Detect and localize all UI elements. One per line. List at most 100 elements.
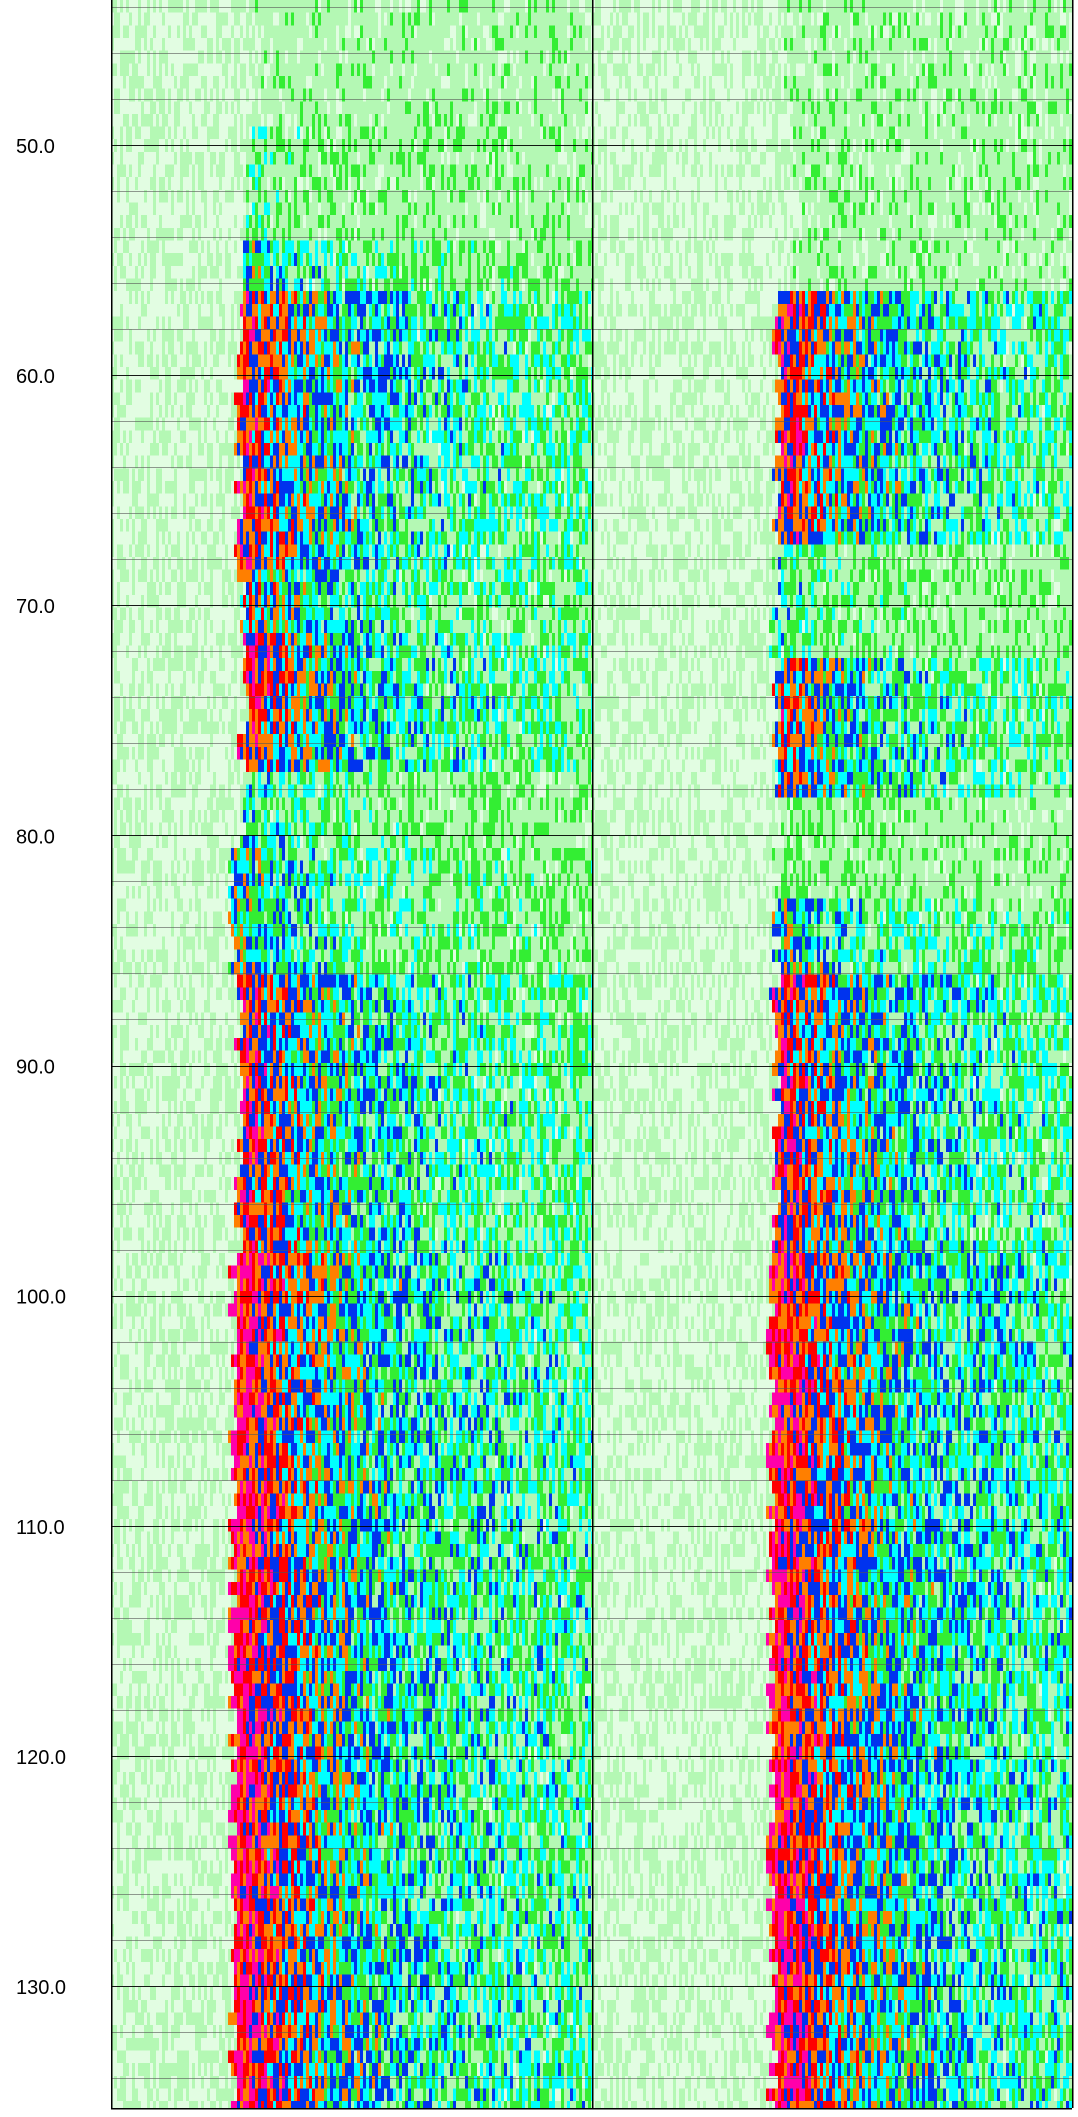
heatmap-cell bbox=[486, 114, 489, 127]
heatmap-cell bbox=[114, 240, 117, 253]
heatmap-cell bbox=[450, 240, 453, 253]
heatmap-cell bbox=[165, 266, 168, 279]
heatmap-cell bbox=[252, 278, 255, 291]
heatmap-cell bbox=[432, 63, 435, 76]
heatmap-cell bbox=[585, 253, 588, 266]
heatmap-cell bbox=[204, 266, 207, 279]
heatmap-cell bbox=[396, 253, 399, 266]
heatmap-cell bbox=[267, 76, 270, 89]
heatmap-cell bbox=[168, 76, 171, 89]
heatmap-cell bbox=[405, 177, 408, 190]
heatmap-cell bbox=[363, 165, 366, 178]
heatmap-cell bbox=[120, 253, 123, 266]
heatmap-cell bbox=[444, 38, 447, 51]
heatmap-cell bbox=[393, 0, 396, 13]
heatmap-cell bbox=[273, 240, 276, 253]
heatmap-cell bbox=[354, 165, 357, 178]
heatmap-cell bbox=[372, 228, 375, 241]
heatmap-cell bbox=[219, 127, 222, 140]
heatmap-cell bbox=[570, 215, 573, 228]
heatmap-cell bbox=[267, 127, 270, 140]
heatmap-cell bbox=[294, 177, 297, 190]
heatmap-cell bbox=[216, 63, 219, 76]
heatmap-cell bbox=[249, 13, 252, 26]
heatmap-cell bbox=[447, 152, 450, 165]
heatmap-cell bbox=[222, 228, 225, 241]
heatmap-cell bbox=[456, 38, 459, 51]
heatmap-cell bbox=[153, 165, 156, 178]
heatmap-cell bbox=[225, 228, 228, 241]
heatmap-cell bbox=[282, 266, 285, 279]
heatmap-cell bbox=[375, 240, 378, 253]
heatmap-cell bbox=[435, 101, 438, 114]
heatmap-cell bbox=[579, 101, 582, 114]
heatmap-cell bbox=[360, 63, 363, 76]
heatmap-cell bbox=[387, 266, 390, 279]
heatmap-cell bbox=[384, 165, 387, 178]
heatmap-cell bbox=[399, 177, 402, 190]
heatmap-cell bbox=[483, 101, 486, 114]
heatmap-cell bbox=[123, 38, 126, 51]
heatmap-cell bbox=[372, 266, 375, 279]
heatmap-cell bbox=[153, 152, 156, 165]
heatmap-cell bbox=[354, 215, 357, 228]
heatmap-cell bbox=[279, 165, 282, 178]
heatmap-cell bbox=[444, 203, 447, 216]
heatmap-cell bbox=[417, 278, 420, 291]
heatmap-cell bbox=[156, 101, 159, 114]
heatmap-cell bbox=[588, 228, 591, 241]
heatmap-cell bbox=[522, 51, 525, 64]
heatmap-cell bbox=[258, 266, 261, 279]
heatmap-cell bbox=[159, 51, 162, 64]
heatmap-cell bbox=[186, 25, 189, 38]
heatmap-cell bbox=[372, 240, 375, 253]
heatmap-cell bbox=[444, 51, 447, 64]
heatmap-cell bbox=[198, 51, 201, 64]
heatmap-cell bbox=[231, 51, 234, 64]
heatmap-cell bbox=[537, 13, 540, 26]
heatmap-cell bbox=[273, 51, 276, 64]
heatmap-cell bbox=[189, 101, 192, 114]
heatmap-cell bbox=[306, 253, 309, 266]
heatmap-cell bbox=[552, 215, 555, 228]
heatmap-cell bbox=[438, 228, 441, 241]
heatmap-cell bbox=[297, 0, 300, 13]
heatmap-cell bbox=[357, 101, 360, 114]
heatmap-cell bbox=[522, 0, 525, 13]
heatmap-cell bbox=[195, 76, 198, 89]
heatmap-cell bbox=[381, 25, 384, 38]
heatmap-cell bbox=[588, 177, 591, 190]
heatmap-cell bbox=[291, 127, 294, 140]
heatmap-cell bbox=[123, 127, 126, 140]
heatmap-cell bbox=[453, 63, 456, 76]
heatmap-cell bbox=[369, 266, 372, 279]
heatmap-cell bbox=[159, 63, 162, 76]
heatmap-cell bbox=[393, 253, 396, 266]
heatmap-cell bbox=[309, 253, 312, 266]
heatmap-cell bbox=[543, 13, 546, 26]
heatmap-cell bbox=[540, 240, 543, 253]
heatmap-cell bbox=[267, 228, 270, 241]
heatmap-cell bbox=[156, 38, 159, 51]
heatmap-cell bbox=[369, 127, 372, 140]
heatmap-cell bbox=[333, 278, 336, 291]
heatmap-cell bbox=[579, 63, 582, 76]
heatmap-cell bbox=[282, 0, 285, 13]
heatmap-cell bbox=[330, 152, 333, 165]
heatmap-cell bbox=[519, 0, 522, 13]
heatmap-cell bbox=[201, 51, 204, 64]
heatmap-cell bbox=[570, 228, 573, 241]
heatmap-cell bbox=[330, 203, 333, 216]
heatmap-cell bbox=[444, 278, 447, 291]
heatmap-cell bbox=[282, 278, 285, 291]
heatmap-cell bbox=[180, 76, 183, 89]
heatmap-cell bbox=[519, 278, 522, 291]
heatmap-cell bbox=[237, 177, 240, 190]
heatmap-cell bbox=[375, 152, 378, 165]
heatmap-cell bbox=[348, 203, 351, 216]
heatmap-cell bbox=[522, 253, 525, 266]
heatmap-cell bbox=[462, 253, 465, 266]
heatmap-cell bbox=[288, 240, 291, 253]
heatmap-cell bbox=[141, 63, 144, 76]
heatmap-cell bbox=[570, 114, 573, 127]
